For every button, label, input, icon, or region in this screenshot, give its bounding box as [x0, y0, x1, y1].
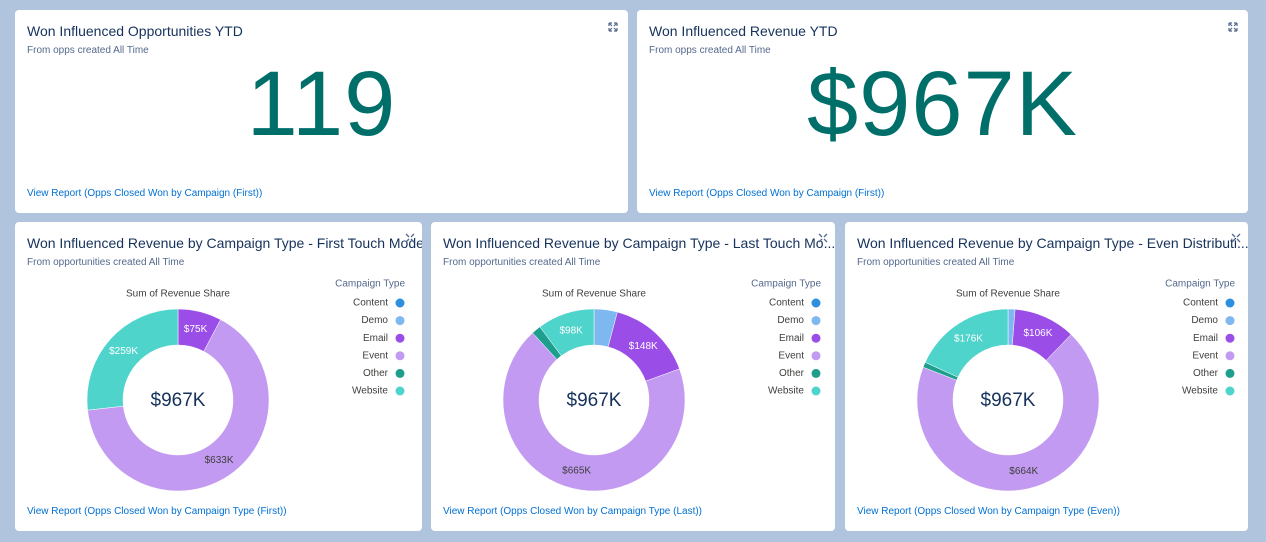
donut-slice — [924, 308, 1009, 378]
legend-swatch — [395, 351, 405, 361]
card-subtitle: From opportunities created All Time — [27, 257, 185, 268]
card-title: Won Influenced Opportunities YTD — [27, 23, 243, 39]
legend-label: Email — [363, 333, 388, 344]
legend-label: Event — [778, 350, 804, 361]
legend-label: Demo — [1191, 315, 1218, 326]
chart-card: Won Influenced Revenue by Campaign Type … — [15, 222, 422, 531]
legend-swatch — [811, 298, 821, 308]
center-label: $967K — [567, 390, 622, 411]
axis-title: Sum of Revenue Share — [542, 289, 646, 300]
chart-card: Won Influenced Revenue by Campaign Type … — [845, 222, 1248, 531]
report-link[interactable]: View Report (Opps Closed Won by Campaign… — [443, 506, 703, 517]
center-label: $967K — [151, 390, 206, 411]
data-label: $98K — [559, 325, 583, 336]
legend-label: Other — [779, 368, 805, 379]
report-link[interactable]: View Report (Opps Closed Won by Campaign… — [27, 188, 263, 199]
donut-chart: Sum of Revenue Share $106K $664K $176K $967K… — [916, 233, 1241, 492]
donut-slice — [539, 308, 595, 357]
card-title: Won Influenced Revenue by Campaign Type … — [27, 235, 422, 251]
donut-chart: Sum of Revenue Share $148K $665K $98K $967K C… — [502, 233, 828, 492]
report-link[interactable]: View Report (Opps Closed Won by Campaign… — [857, 506, 1120, 517]
legend-label: Content — [769, 298, 804, 309]
card-subtitle: From opportunities created All Time — [443, 257, 601, 268]
legend-title: Campaign Type — [751, 279, 821, 290]
card-title: Won Influenced Revenue YTD — [649, 23, 838, 39]
metric-card: Won Influenced Opportunities YTD From op… — [15, 10, 628, 213]
legend-swatch — [395, 298, 405, 308]
card-subtitle: From opportunities created All Time — [857, 257, 1015, 268]
card-title: Won Influenced Revenue by Campaign Type … — [443, 235, 835, 251]
legend-swatch — [811, 386, 821, 396]
metric-value: $967K — [806, 53, 1079, 155]
data-label: $633K — [205, 455, 234, 466]
metric-card: Won Influenced Revenue YTD From opps cre… — [637, 10, 1248, 213]
donut-chart: Sum of Revenue Share $75K $633K $259K $967K C… — [86, 233, 415, 492]
legend-swatch — [1225, 386, 1235, 396]
expand-icon[interactable] — [1228, 22, 1238, 32]
card-subtitle: From opps created All Time — [649, 45, 771, 56]
data-label: $148K — [629, 341, 658, 352]
legend-label: Event — [362, 350, 388, 361]
legend-label: Email — [779, 333, 804, 344]
legend-swatch — [811, 368, 821, 378]
axis-title: Sum of Revenue Share — [956, 289, 1060, 300]
legend-title: Campaign Type — [1165, 279, 1235, 290]
card-title: Won Influenced Revenue by Campaign Type … — [857, 235, 1248, 251]
data-label: $664K — [1009, 466, 1038, 477]
expand-icon[interactable] — [818, 233, 828, 243]
legend-swatch — [811, 316, 821, 326]
center-label: $967K — [981, 390, 1036, 411]
donut-slice — [502, 332, 686, 492]
report-link[interactable]: View Report (Opps Closed Won by Campaign… — [649, 188, 885, 199]
legend-swatch — [811, 333, 821, 343]
legend-label: Content — [1183, 298, 1218, 309]
metric-value: 119 — [246, 53, 397, 155]
legend-label: Content — [353, 298, 388, 309]
legend-label: Demo — [361, 315, 388, 326]
donut-slice — [916, 334, 1100, 492]
report-link[interactable]: View Report (Opps Closed Won by Campaign… — [27, 506, 287, 517]
expand-icon[interactable] — [1231, 233, 1241, 243]
data-label: $259K — [109, 346, 138, 357]
legend-label: Event — [1192, 350, 1218, 361]
legend-label: Website — [1182, 386, 1218, 397]
data-label: $176K — [954, 333, 983, 344]
legend-swatch — [395, 386, 405, 396]
data-label: $75K — [184, 324, 208, 335]
legend-swatch — [395, 368, 405, 378]
donut-slice — [86, 308, 179, 411]
card-subtitle: From opps created All Time — [27, 45, 149, 56]
legend-title: Campaign Type — [335, 279, 405, 290]
legend-swatch — [395, 333, 405, 343]
legend-label: Demo — [777, 315, 804, 326]
expand-icon[interactable] — [608, 22, 618, 32]
data-label: $106K — [1023, 328, 1052, 339]
legend-label: Website — [352, 386, 388, 397]
expand-icon[interactable] — [405, 233, 415, 243]
legend-swatch — [1225, 298, 1235, 308]
legend-swatch — [1225, 368, 1235, 378]
data-label: $665K — [562, 466, 591, 477]
legend-label: Other — [1193, 368, 1219, 379]
legend-label: Email — [1193, 333, 1218, 344]
axis-title: Sum of Revenue Share — [126, 289, 230, 300]
legend-swatch — [1225, 333, 1235, 343]
chart-card: Won Influenced Revenue by Campaign Type … — [431, 222, 835, 531]
legend-swatch — [1225, 316, 1235, 326]
donut-slice — [87, 319, 270, 492]
legend-swatch — [811, 351, 821, 361]
legend-swatch — [1225, 351, 1235, 361]
legend-label: Other — [363, 368, 389, 379]
legend-swatch — [395, 316, 405, 326]
legend-label: Website — [768, 386, 804, 397]
